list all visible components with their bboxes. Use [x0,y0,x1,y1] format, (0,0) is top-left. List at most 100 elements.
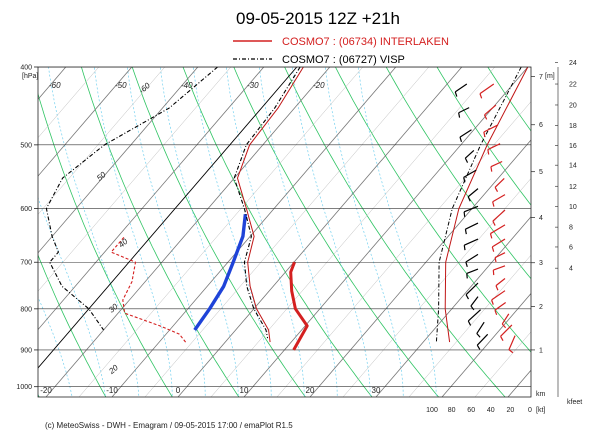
wind-barb-flag [465,261,468,267]
pressure-axis: [hPa] 400 500 600 700 800 900 1000 [16,65,38,392]
height-m-tick-label: 1 [539,347,543,354]
moist-adiabat [93,67,173,397]
wind-barb [483,124,499,133]
wind-barb-flag [470,305,475,311]
isotherm [441,292,531,397]
wind-barb [470,296,479,307]
wind-barb-flag [483,114,488,120]
wind-barb [467,309,482,322]
isotherm [38,67,99,139]
series-line [289,261,309,351]
wind-barb-flag [491,299,494,305]
wind-barb-flag [467,320,472,326]
isotherm [177,67,463,397]
pressure-tick-label: 500 [20,142,32,149]
wind-barb-flag [490,166,493,172]
moist-adiabat [38,296,73,397]
wind-barb [490,160,503,168]
wind-barb [487,143,501,151]
isotherm [408,254,531,397]
series-line-right-interlaken [444,67,529,343]
height-kfeet-tick-label: 16 [569,143,577,150]
wind-barb [493,265,506,271]
series-line [193,214,248,331]
isotherm [342,178,531,397]
height-m-tick-label: 4 [539,215,543,222]
isotherm [574,67,600,397]
isotherm [474,331,531,397]
moist-adiabat [126,67,206,397]
isotherm-label-top: -60 [49,81,61,90]
wind-barb [490,224,506,235]
wind-barb [476,333,489,346]
dry-adiabat [233,67,440,397]
wind-barb [465,222,479,230]
series-line-companion [236,67,304,343]
isotherm-label: 20 [306,386,315,395]
isotherm [38,67,199,254]
wind-barb-flag [464,157,469,163]
wind-barb-flag [508,349,514,354]
series-line [110,236,187,343]
wind-barb-flag [459,136,463,143]
profile-lines [45,67,529,351]
legend-label-visp: COSMO7 : (06727) VISP [282,54,405,66]
height-kfeet-tick-label: 14 [569,163,577,170]
wind-barb-flag [500,336,504,341]
wind-barb [495,278,506,287]
plot-area [38,67,531,397]
wind-barb [463,169,477,178]
moist-adiabat [192,67,272,397]
wind-barb-flag [487,149,490,155]
chart-title: 09-05-2015 12Z +21h [236,9,400,28]
wind-speed-tick-label: 100 [426,407,438,414]
moist-adiabat [225,67,305,397]
wind-barb-flag [483,131,486,138]
isotherm [78,67,363,397]
isotherm-label-top: -20 [313,81,325,90]
wind-barb-flag [476,344,481,350]
dry-adiabat [131,67,306,397]
height-axes: [m] km kfeet 7 6 5 4 3 2 1 24 22 20 18 16 14 12 10 8 6 4 [531,60,582,406]
wind-barb-flag [479,93,483,99]
wind-barb [500,324,513,337]
wind-barb [466,268,479,274]
legend: COSMO7 : (06734) INTERLAKEN COSMO7 : (06… [233,36,449,66]
wind-barb-flag [495,285,499,291]
moist-adiabat [0,49,7,404]
dry-adiabat [38,254,107,397]
height-kfeet-tick-label: 18 [569,123,577,130]
isotherm-label-top: -40 [181,81,193,90]
wind-barb [492,194,506,203]
wind-speed-tick-label: 40 [487,407,495,414]
wind-unit-label: [kt] [536,407,545,414]
wind-barb-flag [463,177,466,183]
moist-adiabat [48,67,140,397]
pressure-unit-label: [hPa] [22,73,38,80]
wind-barb [454,83,468,93]
legend-label-interlaken: COSMO7 : (06734) INTERLAKEN [282,36,449,48]
wind-barb [508,335,516,350]
wind-barb-flag [464,229,467,235]
isotherm-label-top: -50 [115,81,127,90]
height-m-tick-label: 3 [539,260,543,267]
wind-barb-flag [492,220,496,226]
isotherm-label: 30 [372,386,381,395]
wind-barb [494,178,505,188]
wind-barb [494,301,507,311]
wind-barb-flag [467,196,471,202]
pressure-tick-label: 400 [20,65,32,72]
height-m-tick-label: 7 [539,74,543,81]
height-kfeet-tick-label: 12 [569,184,577,191]
pressure-tick-label: 600 [20,206,32,213]
wind-barb-flag [491,246,495,252]
dry-adiabat [80,67,240,397]
wind-barb [491,238,506,248]
height-m-tick-label: 5 [539,169,543,176]
series-line-right-visp [435,67,522,343]
wind-speed-axis: [kt] 100 80 60 40 20 0 [426,407,545,414]
wind-barb [465,282,479,296]
dry-adiabat [284,67,506,397]
moist-adiabat [159,67,239,397]
pressure-tick-label: 1000 [16,384,32,391]
